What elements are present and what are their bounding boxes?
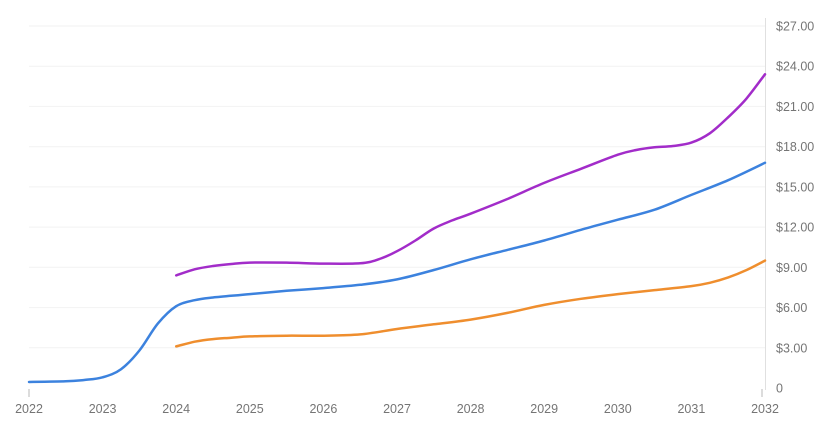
- x-tick-label: 2032: [751, 402, 779, 416]
- x-tick-label: 2029: [530, 402, 558, 416]
- x-tick-label: 2022: [15, 402, 43, 416]
- y-tick-label: $12.00: [776, 221, 814, 235]
- y-tick-label: 0: [776, 382, 783, 396]
- y-tick-label: $3.00: [776, 341, 807, 355]
- y-tick-label: $18.00: [776, 140, 814, 154]
- x-tick-label: 2023: [89, 402, 117, 416]
- x-tick-label: 2028: [457, 402, 485, 416]
- purple-line: [174, 73, 767, 277]
- x-tick-label: 2027: [383, 402, 411, 416]
- y-tick-label: $6.00: [776, 301, 807, 315]
- blue-line: [27, 161, 767, 384]
- x-tick-label: 2031: [677, 402, 705, 416]
- x-tick-label: 2026: [309, 402, 337, 416]
- x-tick-label: 2025: [236, 402, 264, 416]
- y-tick-label: $21.00: [776, 100, 814, 114]
- orange-line: [174, 259, 767, 348]
- y-tick-label: $27.00: [776, 20, 814, 34]
- y-tick-label: $24.00: [776, 60, 814, 74]
- y-tick-label: $15.00: [776, 180, 814, 194]
- y-tick-label: $9.00: [776, 261, 807, 275]
- x-tick-label: 2024: [162, 402, 190, 416]
- x-tick-label: 2030: [604, 402, 632, 416]
